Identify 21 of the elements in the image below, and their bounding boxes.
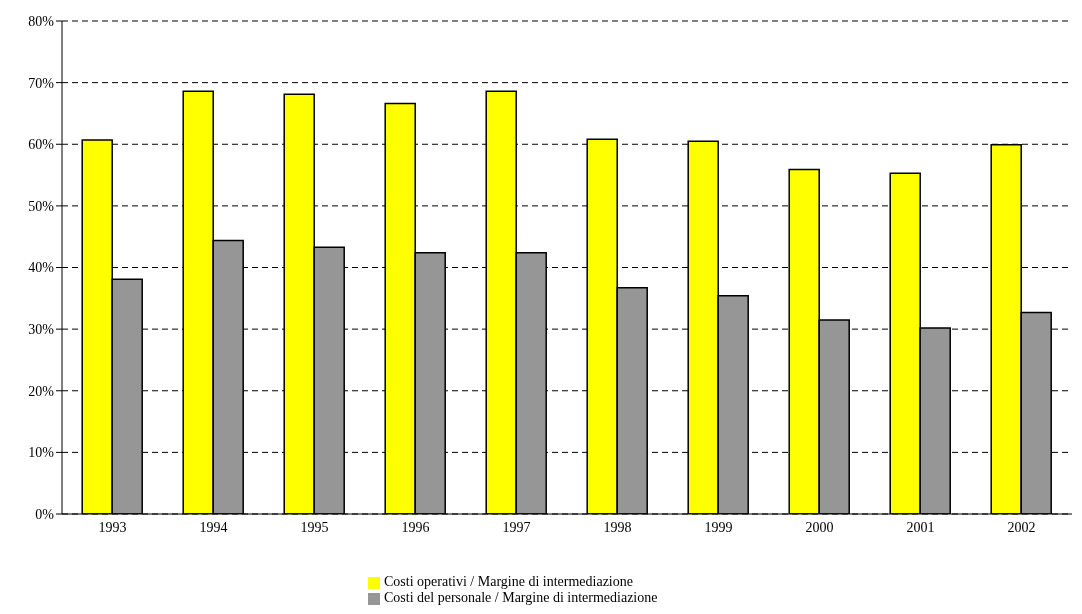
x-tick-label: 2002 <box>1007 519 1036 535</box>
x-tick-label: 1997 <box>502 519 531 535</box>
x-tick-label: 1995 <box>300 519 329 535</box>
y-tick-label: 20% <box>28 383 55 399</box>
y-tick-label: 60% <box>28 137 55 153</box>
y-tick-label: 80% <box>28 13 55 29</box>
y-tick-label: 10% <box>28 445 55 461</box>
x-tick-label: 2000 <box>805 519 834 535</box>
y-tick-label: 0% <box>35 506 55 522</box>
x-tick-label: 1996 <box>401 519 430 535</box>
x-tick-label: 2001 <box>906 519 935 535</box>
x-tick-label: 1993 <box>98 519 127 535</box>
legend-label: Costi del personale / Margine di intermediazione <box>384 590 658 605</box>
legend-label: Costi operativi / Margine di intermediazione <box>384 574 633 589</box>
x-tick-label: 1999 <box>704 519 733 535</box>
y-tick-label: 70% <box>28 75 55 91</box>
y-tick-label: 30% <box>28 322 55 338</box>
y-tick-label: 50% <box>28 198 55 214</box>
x-tick-label: 1998 <box>603 519 632 535</box>
y-tick-label: 40% <box>28 260 55 276</box>
x-tick-label: 1994 <box>199 519 228 535</box>
